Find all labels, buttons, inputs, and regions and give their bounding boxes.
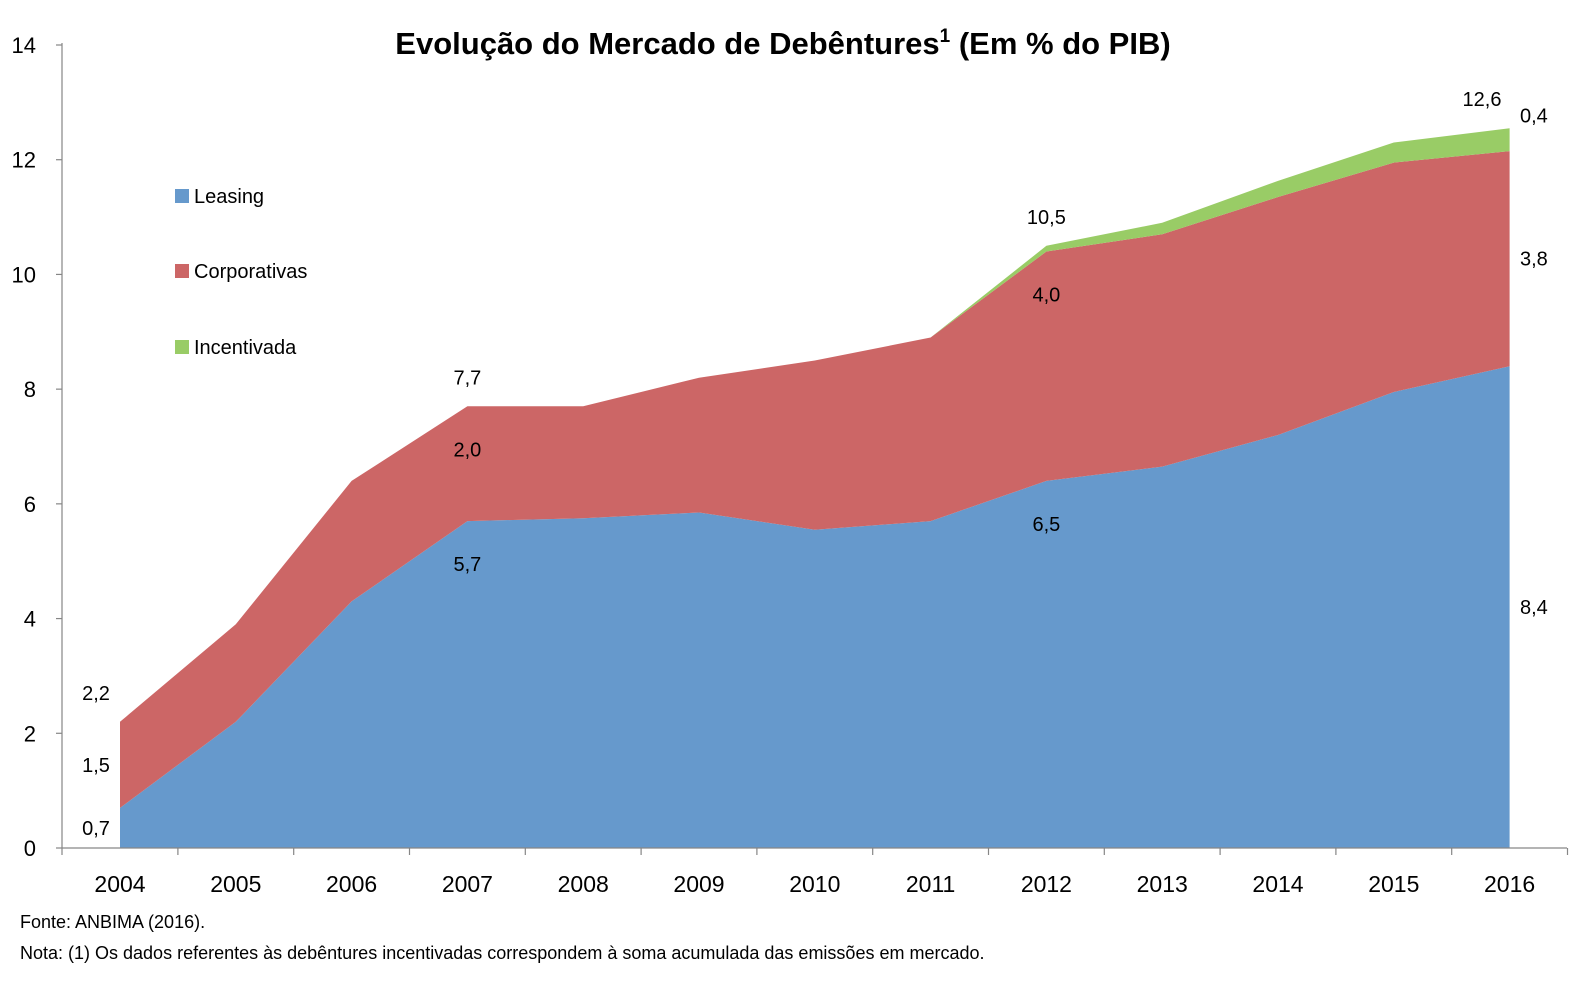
x-tick-label: 2015 xyxy=(1368,871,1419,897)
legend-swatch-leasing xyxy=(175,189,189,203)
data-label: 0,7 xyxy=(82,818,110,840)
data-label: 10,5 xyxy=(1027,207,1066,229)
legend: Leasing Corporativas Incentivada xyxy=(175,186,307,359)
legend-swatch-incentivada xyxy=(175,340,189,354)
data-label: 4,0 xyxy=(1032,284,1060,306)
data-label: 0,4 xyxy=(1520,105,1548,127)
x-tick-label: 2012 xyxy=(1021,871,1072,897)
data-label: 2,2 xyxy=(82,683,110,705)
y-tick-label: 6 xyxy=(24,492,36,517)
data-label: 8,4 xyxy=(1520,597,1548,619)
source-note: Fonte: ANBIMA (2016). xyxy=(20,912,205,932)
x-tick-label: 2010 xyxy=(789,871,840,897)
y-tick-label: 10 xyxy=(12,262,36,287)
data-label: 2,0 xyxy=(453,439,481,461)
area-layers xyxy=(120,128,1510,848)
data-label: 3,8 xyxy=(1520,249,1548,271)
y-tick-label: 4 xyxy=(24,607,36,632)
x-tick-label: 2009 xyxy=(673,871,724,897)
x-tick-label: 2004 xyxy=(94,871,145,897)
data-label: 1,5 xyxy=(82,755,110,777)
data-labels: 2,2 1,5 0,7 7,7 2,0 5,7 10,5 4,0 6,5 12,6 0,4 3,8 8,… xyxy=(82,89,1548,840)
chart-title-suffix: (Em % do PIB) xyxy=(950,26,1170,61)
x-tick-label: 2013 xyxy=(1137,871,1188,897)
x-tick-label: 2014 xyxy=(1252,871,1303,897)
area-corporativas xyxy=(120,151,1510,808)
y-tick-label: 0 xyxy=(24,836,36,861)
legend-label-incentivada: Incentivada xyxy=(194,337,297,359)
axes: 0 2 4 6 8 10 12 14 2004 2005 2006 2007 2008 2009 2010 2… xyxy=(12,33,1569,897)
y-tick-label: 14 xyxy=(12,33,36,58)
chart-title-superscript: 1 xyxy=(940,26,951,47)
area-leasing xyxy=(120,366,1510,848)
footnote: Nota: (1) Os dados referentes às debêntu… xyxy=(20,943,985,963)
x-tick-label: 2006 xyxy=(326,871,377,897)
x-tick-label: 2008 xyxy=(558,871,609,897)
x-tick-label: 2016 xyxy=(1484,871,1535,897)
y-tick-label: 8 xyxy=(24,377,36,402)
data-label: 6,5 xyxy=(1032,514,1060,536)
data-label: 5,7 xyxy=(453,554,481,576)
x-tick-label: 2007 xyxy=(442,871,493,897)
x-tick-label: 2011 xyxy=(906,871,955,897)
chart-title-main: Evolução do Mercado de Debêntures xyxy=(395,26,939,61)
data-label: 12,6 xyxy=(1463,89,1502,111)
legend-label-corporativas: Corporativas xyxy=(194,261,307,283)
data-label: 7,7 xyxy=(453,367,481,389)
chart-title: Evolução do Mercado de Debêntures1 (Em %… xyxy=(395,26,1170,61)
y-tick-label: 2 xyxy=(24,721,36,746)
x-tick-label: 2005 xyxy=(210,871,261,897)
y-tick-label: 12 xyxy=(12,148,36,173)
legend-label-leasing: Leasing xyxy=(194,186,264,208)
legend-swatch-corporativas xyxy=(175,264,189,278)
